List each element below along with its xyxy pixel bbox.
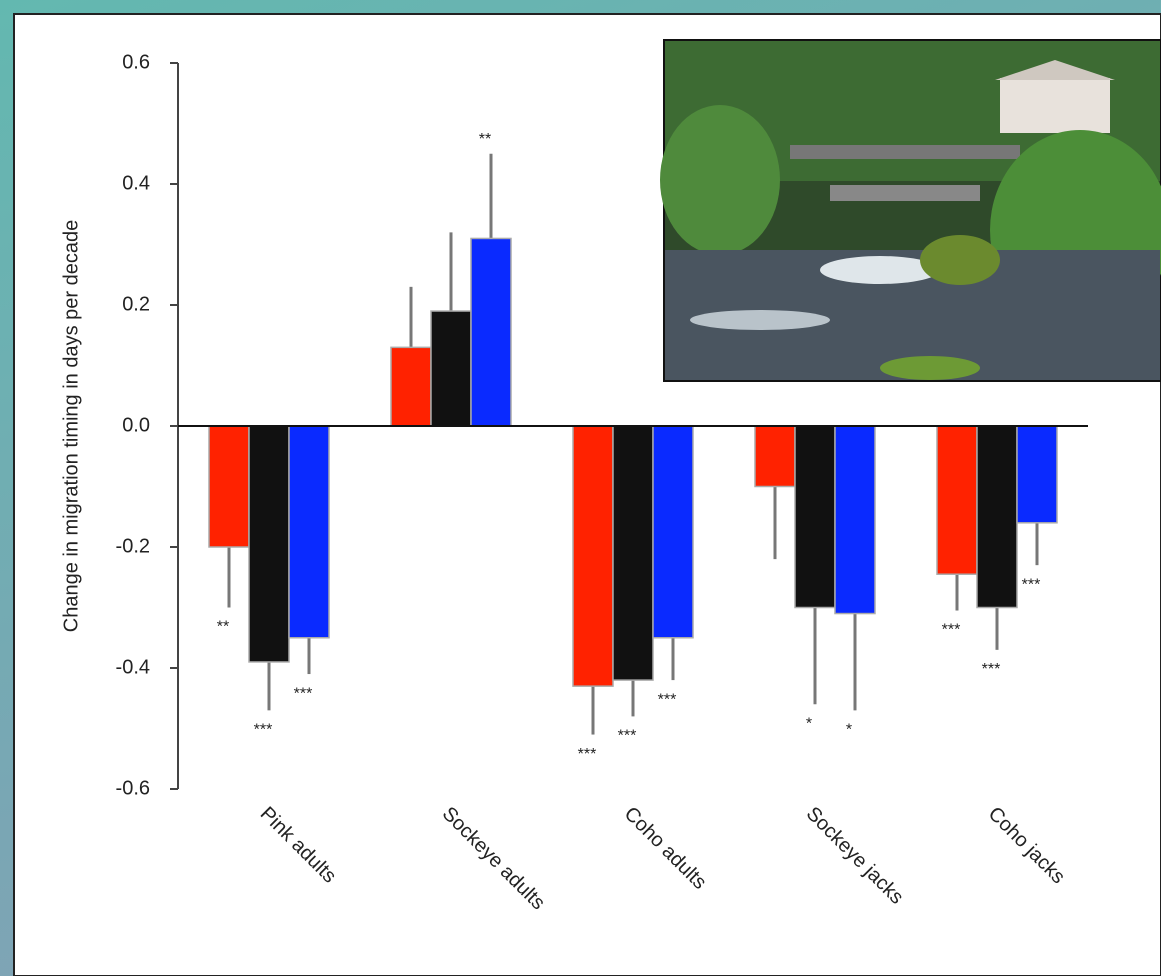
bar: [653, 426, 693, 638]
bar: [795, 426, 835, 608]
bar: [573, 426, 613, 686]
bar: [471, 238, 511, 426]
significance-label: ***: [942, 622, 961, 639]
significance-label: ***: [658, 691, 677, 708]
bar: [937, 426, 977, 574]
bar: [209, 426, 249, 547]
photo: [660, 40, 1161, 381]
bar: [613, 426, 653, 680]
y-tick-label: -0.2: [116, 535, 150, 557]
y-tick-label: 0.0: [122, 414, 150, 436]
bar: [977, 426, 1017, 608]
significance-label: *: [846, 722, 852, 739]
significance-label: ***: [294, 685, 313, 702]
y-tick-label: 0.6: [122, 51, 150, 73]
significance-label: **: [217, 619, 229, 636]
photo-weir: [830, 185, 980, 201]
significance-label: ***: [1022, 576, 1041, 593]
significance-label: **: [479, 131, 491, 148]
bar: [431, 311, 471, 426]
significance-label: ***: [618, 728, 637, 745]
bar: [249, 426, 289, 662]
bar: [755, 426, 795, 487]
y-tick-label: 0.2: [122, 293, 150, 315]
bar: [391, 347, 431, 426]
photo-rapids: [690, 310, 830, 330]
bar: [289, 426, 329, 638]
chart: Change in migration timing in days per d…: [0, 0, 1161, 976]
significance-label: ***: [982, 661, 1001, 678]
bar: [835, 426, 875, 614]
y-tick-label: 0.4: [122, 172, 150, 194]
photo-rock: [880, 356, 980, 380]
photo-bridge: [790, 145, 1020, 159]
y-axis-label: Change in migration timing in days per d…: [60, 220, 82, 632]
bar: [1017, 426, 1057, 523]
photo-house: [1000, 78, 1110, 133]
photo-bush: [660, 105, 780, 255]
y-tick-label: -0.4: [116, 656, 150, 678]
significance-label: ***: [578, 746, 597, 763]
photo-rock: [920, 235, 1000, 285]
y-tick-label: -0.6: [116, 777, 150, 799]
page: Change in migration timing in days per d…: [0, 0, 1161, 976]
significance-label: ***: [254, 722, 273, 739]
significance-label: *: [806, 716, 812, 733]
